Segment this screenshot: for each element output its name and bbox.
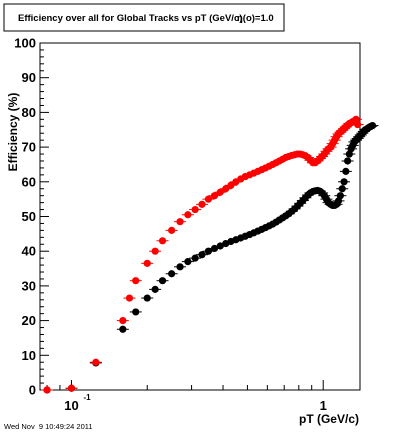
y-tick-label: 40: [22, 244, 36, 259]
data-point: [216, 242, 224, 250]
data-point: [191, 205, 199, 214]
y-tick-label: 50: [22, 209, 36, 224]
data-point: [119, 317, 127, 325]
data-markers: [41, 115, 379, 394]
y-axis-title: Efficiency (%): [6, 93, 20, 172]
title-overlap-text: η(o)=1.0: [237, 13, 274, 24]
data-point: [336, 192, 344, 200]
data-point: [151, 285, 159, 293]
data-point: [168, 226, 176, 234]
data-point: [354, 120, 362, 129]
data-point: [158, 277, 167, 285]
data-point: [168, 270, 176, 278]
chart-title: Efficiency over all for Global Tracks vs…: [18, 13, 242, 24]
data-point: [210, 192, 219, 200]
data-point: [92, 358, 100, 366]
data-point: [67, 384, 76, 392]
x-tick-label: 10: [64, 398, 78, 413]
y-tick-label: 0: [29, 383, 36, 398]
data-point: [158, 237, 167, 245]
y-tick-label: 20: [22, 313, 36, 328]
data-point: [176, 263, 184, 271]
data-point: [132, 308, 140, 316]
timestamp: Wed Nov 9 10:49:24 2011: [4, 422, 93, 431]
data-point: [344, 157, 352, 165]
y-tick-label: 70: [22, 140, 36, 155]
data-point: [132, 277, 140, 285]
data-point: [143, 294, 151, 302]
data-point: [119, 325, 127, 333]
title-box: Efficiency over all for Global Tracks vs…: [3, 3, 285, 32]
y-tick-label: 60: [22, 174, 36, 189]
data-point: [191, 254, 199, 262]
x-axis: 10 -1 1: [46, 380, 327, 413]
data-point: [338, 185, 346, 193]
x-axis-title: pT (GeV/c): [299, 412, 359, 426]
data-point: [198, 200, 206, 208]
data-point: [184, 258, 192, 266]
y-tick-label: 80: [22, 105, 36, 120]
data-point: [143, 259, 151, 267]
x-tick-label: 1: [320, 398, 327, 413]
x-tick-exponent: -1: [83, 393, 91, 402]
data-point: [368, 121, 377, 130]
data-point: [210, 244, 219, 253]
data-point: [198, 251, 206, 259]
data-point: [342, 167, 350, 175]
y-tick-label: 100: [14, 36, 36, 51]
data-point: [216, 188, 224, 196]
y-tick-label: 90: [22, 70, 36, 85]
data-point: [340, 178, 348, 186]
data-point: [184, 211, 192, 219]
data-point: [204, 195, 213, 203]
title-frame: [3, 3, 285, 32]
plot-frame: [39, 42, 361, 391]
data-point: [204, 247, 213, 255]
y-tick-label: 10: [22, 348, 36, 363]
data-point: [151, 247, 159, 255]
data-point: [43, 386, 51, 394]
y-tick-label: 30: [22, 278, 36, 293]
data-point: [176, 218, 184, 226]
data-point: [125, 294, 134, 302]
y-axis: 0 10 20 30 40 50 60 70 80 90 100: [14, 36, 49, 398]
data-point: [222, 185, 230, 193]
